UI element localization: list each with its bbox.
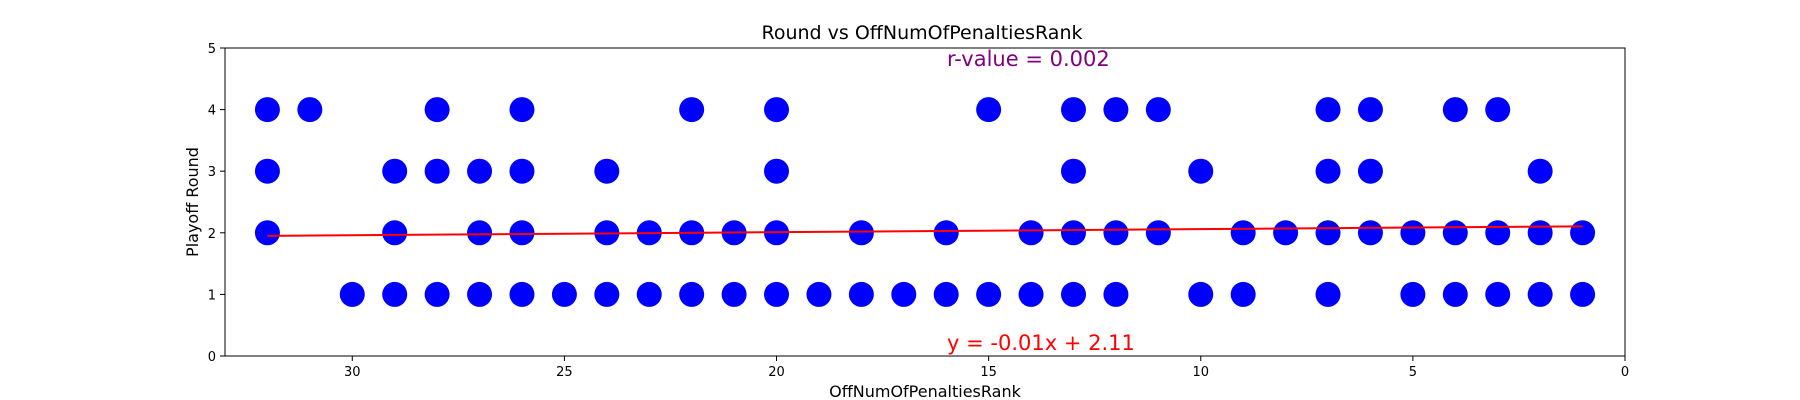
data-point (1442, 281, 1468, 307)
data-point (1060, 97, 1086, 123)
data-point (1527, 281, 1553, 307)
data-point (1060, 158, 1086, 184)
data-point (1485, 220, 1511, 246)
data-point (1570, 220, 1596, 246)
data-point (467, 281, 493, 307)
plot-area (254, 97, 1596, 307)
data-point (1570, 281, 1596, 307)
data-point (1315, 220, 1341, 246)
data-point (424, 97, 450, 123)
data-point (764, 97, 790, 123)
data-point (1357, 220, 1383, 246)
x-axis-label: OffNumOfPenaltiesRank (829, 382, 1021, 400)
data-point (1315, 281, 1341, 307)
data-point (1188, 281, 1214, 307)
data-point (551, 281, 577, 307)
data-point (467, 220, 493, 246)
y-tick-label: 0 (208, 350, 216, 365)
x-tick-label: 15 (980, 365, 997, 380)
data-point (806, 281, 832, 307)
data-point (382, 281, 408, 307)
x-tick-label: 20 (768, 365, 785, 380)
data-point (1357, 158, 1383, 184)
data-point (594, 281, 620, 307)
data-point (1230, 220, 1256, 246)
data-point (1060, 281, 1086, 307)
data-point (1442, 97, 1468, 123)
data-point (424, 281, 450, 307)
data-point (382, 158, 408, 184)
data-point (382, 220, 408, 246)
data-point (1400, 220, 1426, 246)
data-point (509, 158, 535, 184)
data-point (891, 281, 917, 307)
data-point (1145, 220, 1171, 246)
data-point (679, 281, 705, 307)
data-point (933, 281, 959, 307)
data-point (594, 158, 620, 184)
data-point (1230, 281, 1256, 307)
y-axis: 0 1 2 3 4 5 (208, 42, 225, 365)
data-point (1103, 97, 1129, 123)
x-tick-label: 10 (1192, 365, 1209, 380)
data-point (509, 97, 535, 123)
regression-equation-annotation: y = -0.01x + 2.11 (947, 331, 1135, 355)
x-tick-label: 25 (556, 365, 573, 380)
data-point (1315, 97, 1341, 123)
data-point (509, 220, 535, 246)
data-point (636, 281, 662, 307)
x-tick-label: 0 (1621, 365, 1629, 380)
data-point (976, 281, 1002, 307)
data-point (1315, 158, 1341, 184)
data-point (254, 220, 280, 246)
data-point (679, 97, 705, 123)
y-tick-label: 4 (208, 104, 216, 119)
x-axis: 30 25 20 15 10 5 0 (344, 356, 1629, 380)
x-tick-label: 5 (1409, 365, 1417, 380)
data-point (1145, 97, 1171, 123)
data-point (1060, 220, 1086, 246)
x-tick-label: 30 (344, 365, 361, 380)
data-point (1188, 158, 1214, 184)
data-point (976, 97, 1002, 123)
y-tick-label: 5 (208, 42, 216, 57)
chart-title: Round vs OffNumOfPenaltiesRank (761, 22, 1082, 44)
data-point (467, 158, 493, 184)
data-point (1442, 220, 1468, 246)
data-point (1273, 220, 1299, 246)
data-point (1018, 281, 1044, 307)
data-point (1018, 220, 1044, 246)
y-axis-label: Playoff Round (183, 147, 202, 257)
data-point (933, 220, 959, 246)
data-point (509, 281, 535, 307)
regression-line (267, 225, 1583, 237)
data-point (1400, 281, 1426, 307)
data-point (764, 158, 790, 184)
y-tick-label: 3 (208, 165, 216, 180)
r-value-annotation: r-value = 0.002 (947, 47, 1110, 71)
data-point (1103, 281, 1129, 307)
data-point (424, 158, 450, 184)
y-tick-label: 2 (208, 227, 216, 242)
data-point (764, 281, 790, 307)
data-point (848, 281, 874, 307)
data-point (254, 97, 280, 123)
data-point (339, 281, 365, 307)
data-point (1485, 97, 1511, 123)
data-point (1485, 281, 1511, 307)
data-point (297, 97, 323, 123)
data-point (1103, 220, 1129, 246)
data-point (1527, 158, 1553, 184)
data-point (721, 281, 747, 307)
data-point (1357, 97, 1383, 123)
data-point (1527, 220, 1553, 246)
data-point (254, 158, 280, 184)
plot-frame (224, 47, 1626, 357)
y-tick-label: 1 (208, 288, 216, 303)
data-point (848, 220, 874, 246)
